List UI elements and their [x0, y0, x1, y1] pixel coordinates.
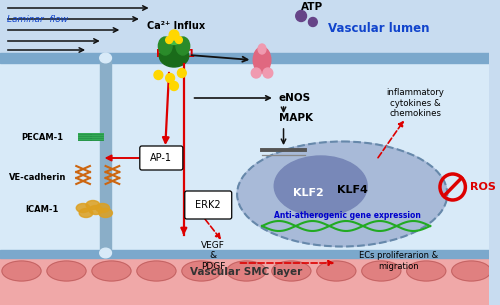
Text: AP-1: AP-1 — [150, 153, 172, 163]
Ellipse shape — [100, 53, 112, 63]
Ellipse shape — [79, 209, 93, 217]
Text: VEGF
&
PDGF: VEGF & PDGF — [201, 241, 226, 271]
Ellipse shape — [452, 261, 491, 281]
Ellipse shape — [47, 261, 86, 281]
Text: Vascular lumen: Vascular lumen — [328, 21, 429, 34]
FancyBboxPatch shape — [185, 191, 232, 219]
Ellipse shape — [317, 261, 356, 281]
Text: PECAM-1: PECAM-1 — [21, 132, 63, 142]
Bar — [0, 258, 489, 305]
Ellipse shape — [168, 35, 179, 45]
Ellipse shape — [160, 45, 188, 67]
Text: Ca²⁺ Influx: Ca²⁺ Influx — [147, 21, 205, 31]
Circle shape — [252, 68, 261, 78]
Ellipse shape — [86, 200, 100, 210]
Ellipse shape — [92, 261, 131, 281]
Bar — [90, 133, 104, 141]
Circle shape — [169, 30, 179, 40]
FancyBboxPatch shape — [140, 146, 183, 170]
Ellipse shape — [158, 37, 172, 55]
Text: Laminar  flow: Laminar flow — [7, 15, 68, 23]
Circle shape — [170, 81, 178, 91]
Circle shape — [166, 37, 172, 44]
Circle shape — [296, 10, 306, 21]
Text: ROS: ROS — [470, 182, 496, 192]
Circle shape — [308, 17, 318, 27]
Ellipse shape — [2, 261, 41, 281]
Text: Piezo1: Piezo1 — [156, 49, 196, 59]
Text: KLF2: KLF2 — [292, 188, 324, 198]
Ellipse shape — [237, 142, 448, 246]
Ellipse shape — [253, 47, 271, 73]
Ellipse shape — [274, 156, 367, 216]
Text: ERK2: ERK2 — [196, 200, 221, 210]
Text: Vascular SMC layer: Vascular SMC layer — [190, 267, 302, 277]
Text: inflammatory
cytokines &
chemokines: inflammatory cytokines & chemokines — [386, 88, 444, 118]
Ellipse shape — [96, 203, 110, 213]
Ellipse shape — [137, 261, 176, 281]
Circle shape — [178, 69, 186, 77]
Ellipse shape — [98, 209, 112, 217]
Ellipse shape — [227, 261, 266, 281]
Text: eNOS: eNOS — [278, 93, 311, 103]
Ellipse shape — [272, 261, 311, 281]
Bar — [0, 53, 489, 63]
Text: ICAM-1: ICAM-1 — [26, 206, 58, 214]
Circle shape — [154, 70, 163, 80]
Bar — [78, 133, 92, 141]
Ellipse shape — [182, 261, 221, 281]
Circle shape — [263, 68, 273, 78]
Bar — [0, 250, 489, 258]
Ellipse shape — [176, 37, 190, 55]
Ellipse shape — [406, 261, 446, 281]
Ellipse shape — [362, 261, 401, 281]
Bar — [0, 58, 489, 253]
Ellipse shape — [258, 44, 266, 54]
Ellipse shape — [76, 203, 90, 213]
Circle shape — [176, 37, 182, 44]
Text: VE-cadherin: VE-cadherin — [8, 173, 66, 181]
Circle shape — [166, 74, 174, 82]
Text: Anti-atherogenic gene expression: Anti-atherogenic gene expression — [274, 210, 420, 220]
Text: ATP: ATP — [301, 2, 324, 12]
Ellipse shape — [89, 206, 102, 214]
Bar — [100, 58, 112, 253]
Text: ECs proliferarion &
migration: ECs proliferarion & migration — [360, 251, 438, 271]
Text: MAPK: MAPK — [278, 113, 312, 123]
Ellipse shape — [100, 248, 112, 258]
Text: KLF4: KLF4 — [336, 185, 368, 195]
